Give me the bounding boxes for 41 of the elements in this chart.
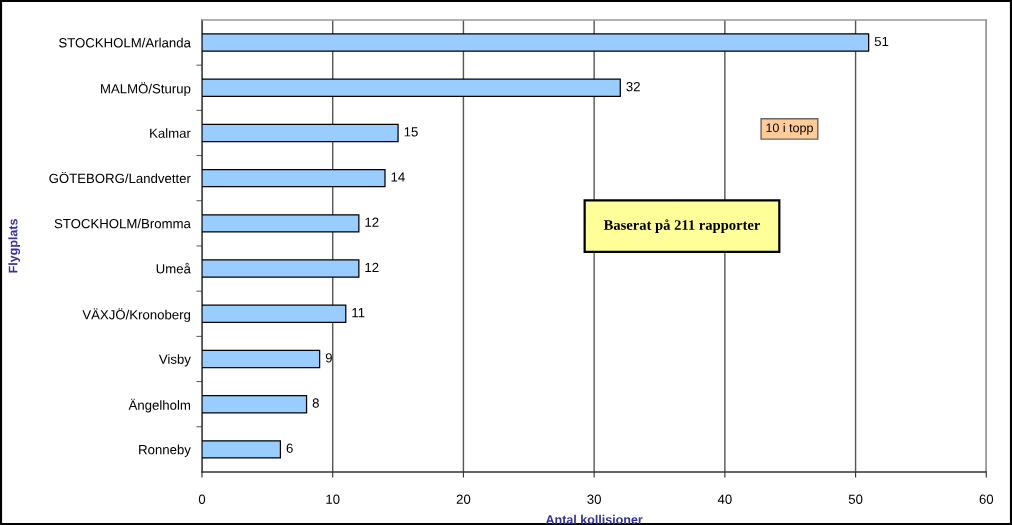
y-tick-label: Ronneby bbox=[139, 444, 191, 457]
y-tick-label: STOCKHOLM/Bromma bbox=[54, 218, 191, 229]
data-label: 12 bbox=[365, 217, 379, 227]
y-tick-label: Kalmar bbox=[150, 128, 191, 138]
bar bbox=[202, 33, 870, 52]
x-tick-label: 40 bbox=[717, 494, 732, 504]
y-tick-label: Ängelholm bbox=[128, 398, 191, 413]
data-label: 9 bbox=[325, 353, 332, 363]
x-axis-title: Antal kollisioner bbox=[545, 514, 643, 525]
bar bbox=[202, 394, 308, 414]
x-tick-label: 30 bbox=[587, 494, 601, 504]
y-tick-label: VÄXJÖ/Kronoberg bbox=[82, 308, 191, 323]
data-label: 11 bbox=[352, 308, 365, 318]
x-tick-label: 10 bbox=[326, 494, 340, 504]
data-label: 51 bbox=[874, 36, 889, 47]
y-axis-title: Flygplats bbox=[8, 219, 21, 273]
bar bbox=[202, 349, 321, 369]
bar bbox=[202, 168, 386, 188]
y-tick-label: MALMÖ/Sturup bbox=[101, 82, 191, 97]
x-tick-label: 20 bbox=[456, 494, 471, 504]
x-tick-label: 60 bbox=[979, 494, 994, 504]
bar bbox=[202, 259, 360, 278]
data-label: 8 bbox=[312, 398, 319, 408]
annotation: Baserat på 211 rapporter bbox=[603, 219, 761, 233]
bar bbox=[202, 440, 282, 459]
bar bbox=[202, 123, 399, 143]
y-tick-label: GÖTEBORG/Landvetter bbox=[49, 171, 191, 184]
y-tick-label: STOCKHOLM/Arlanda bbox=[59, 37, 191, 48]
y-tick-label: Visby bbox=[158, 354, 191, 367]
data-label: 12 bbox=[365, 262, 379, 272]
x-tick-label: 50 bbox=[848, 494, 863, 504]
data-label: 14 bbox=[391, 172, 405, 182]
bar bbox=[202, 78, 621, 97]
x-tick-label: 0 bbox=[198, 494, 206, 504]
bar bbox=[202, 304, 347, 323]
y-tick-label: Umeå bbox=[156, 262, 191, 274]
data-label: 6 bbox=[286, 443, 293, 453]
bar bbox=[202, 214, 360, 233]
annotation: 10 i topp bbox=[766, 123, 813, 135]
data-label: 32 bbox=[626, 81, 640, 92]
data-label: 15 bbox=[404, 127, 418, 137]
